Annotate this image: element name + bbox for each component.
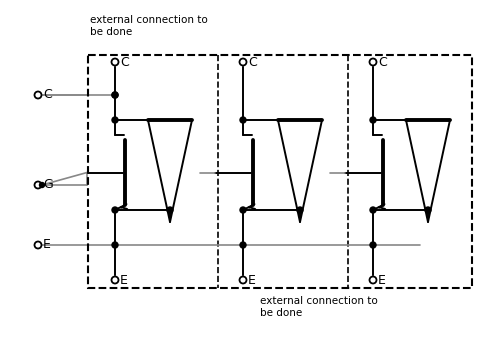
Text: E: E <box>378 275 386 287</box>
Circle shape <box>34 181 41 189</box>
Text: E: E <box>43 238 51 252</box>
Circle shape <box>240 59 247 65</box>
Text: C: C <box>43 89 52 102</box>
Circle shape <box>112 92 118 98</box>
Circle shape <box>425 207 431 213</box>
Circle shape <box>112 92 118 98</box>
Text: external connection to
be done: external connection to be done <box>90 15 208 37</box>
Circle shape <box>112 207 118 213</box>
Circle shape <box>112 117 118 123</box>
Circle shape <box>370 117 376 123</box>
Circle shape <box>370 207 376 213</box>
Circle shape <box>39 182 44 188</box>
Circle shape <box>369 277 377 283</box>
Circle shape <box>240 207 246 213</box>
Text: E: E <box>120 275 128 287</box>
Bar <box>88 55 472 288</box>
Text: C: C <box>248 57 257 70</box>
Circle shape <box>111 277 118 283</box>
Circle shape <box>369 59 377 65</box>
Circle shape <box>370 242 376 248</box>
Text: G: G <box>43 178 53 192</box>
Circle shape <box>167 207 173 213</box>
Text: E: E <box>248 275 256 287</box>
Circle shape <box>112 242 118 248</box>
Circle shape <box>111 59 118 65</box>
Circle shape <box>34 241 41 249</box>
Circle shape <box>240 117 246 123</box>
Text: C: C <box>378 57 387 70</box>
Circle shape <box>240 242 246 248</box>
Text: external connection to
be done: external connection to be done <box>260 296 378 317</box>
Circle shape <box>240 277 247 283</box>
Circle shape <box>34 91 41 99</box>
Circle shape <box>297 207 303 213</box>
Text: C: C <box>120 57 129 70</box>
